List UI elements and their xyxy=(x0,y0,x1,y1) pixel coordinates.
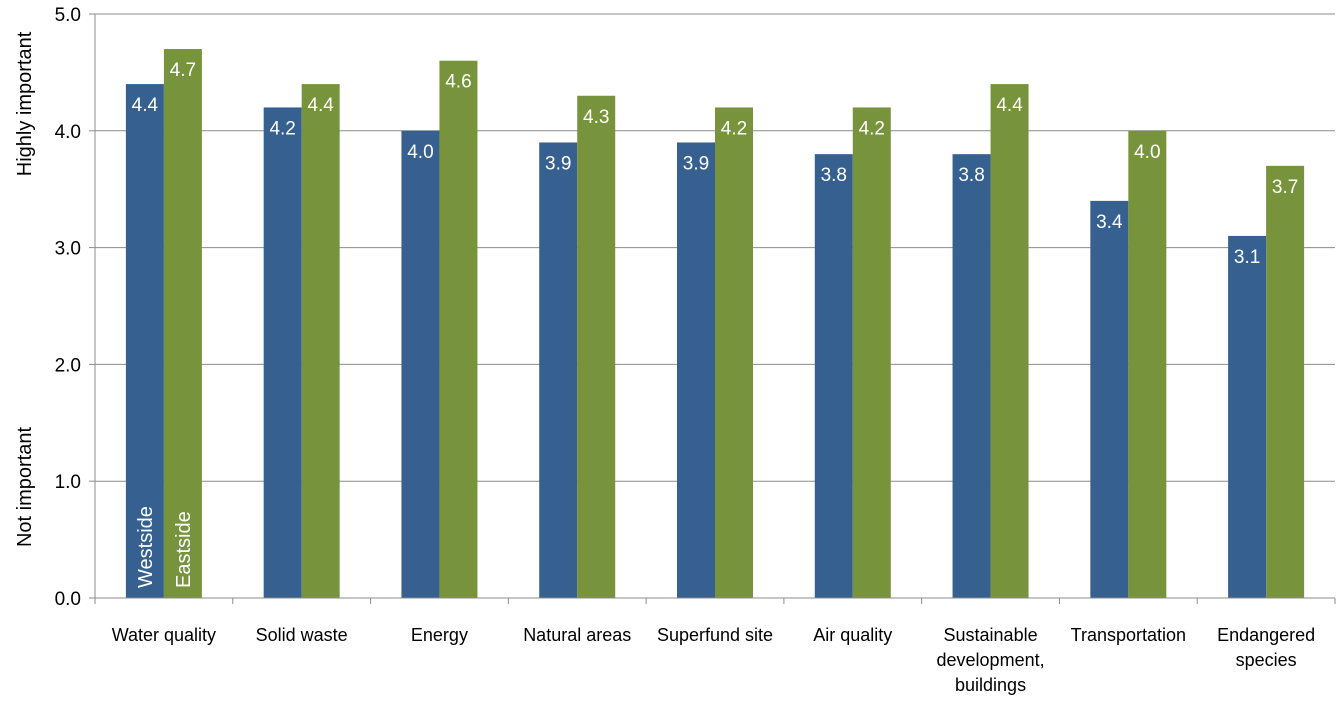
y-axis-label-high: Highly important xyxy=(14,31,36,176)
data-label: 4.0 xyxy=(407,142,433,163)
bar-eastside xyxy=(301,84,340,598)
category-label: Water quality xyxy=(112,625,216,645)
bar-eastside xyxy=(1128,130,1167,599)
bar-westside xyxy=(539,142,578,599)
category-label: Transportation xyxy=(1071,625,1186,645)
data-label: 4.2 xyxy=(269,118,295,139)
category-label: Solid waste xyxy=(256,625,348,645)
data-label: 3.1 xyxy=(1234,247,1260,268)
axes xyxy=(89,13,1336,604)
bar-eastside xyxy=(990,84,1029,598)
bar-eastside xyxy=(1266,165,1305,598)
category-label-line: Sustainable xyxy=(944,625,1038,645)
bar-eastside xyxy=(439,60,478,599)
y-tick-label: 0.0 xyxy=(55,589,81,610)
category-label-line: development, xyxy=(937,650,1045,670)
data-label: 3.7 xyxy=(1272,177,1298,198)
y-tick-label: 4.0 xyxy=(55,122,81,143)
y-tick-label: 5.0 xyxy=(55,5,81,26)
bars xyxy=(125,49,1305,599)
data-label: 4.7 xyxy=(170,60,196,81)
category-label-line: Endangered xyxy=(1217,625,1315,645)
y-axis-label-low: Not important xyxy=(14,427,36,547)
bar-westside xyxy=(1090,200,1129,598)
category-label-line: Water quality xyxy=(112,625,216,645)
data-label: 3.9 xyxy=(683,153,709,174)
data-label: 3.9 xyxy=(545,153,571,174)
series-label-eastside: Eastside xyxy=(173,511,195,588)
data-label: 3.4 xyxy=(1096,212,1123,233)
category-label-line: Transportation xyxy=(1071,625,1186,645)
labels: 0.0 1.0 2.0 3.0 4.0 5.0 4.4 4.2 4.0 3.9 3.9 3.8 3.8 3… xyxy=(55,5,1316,695)
data-label: 4.2 xyxy=(721,118,747,139)
category-label: Natural areas xyxy=(523,625,631,645)
bar-westside xyxy=(1228,235,1267,599)
category-label: Sustainable development, buildings xyxy=(937,625,1045,695)
bar-westside xyxy=(814,154,853,598)
data-label: 4.4 xyxy=(996,95,1023,116)
y-tick-label: 1.0 xyxy=(55,472,81,493)
data-label: 4.2 xyxy=(859,118,885,139)
bar-westside xyxy=(401,130,440,599)
bar-eastside xyxy=(715,107,753,598)
category-label-line: Air quality xyxy=(813,625,892,645)
data-label: 4.4 xyxy=(132,95,159,116)
category-label-line: Energy xyxy=(411,625,468,645)
data-label: 4.0 xyxy=(1134,142,1160,163)
bar-westside xyxy=(677,142,715,599)
data-label: 4.6 xyxy=(445,72,471,93)
category-label-line: buildings xyxy=(955,675,1026,695)
bar-westside xyxy=(125,84,164,598)
y-tick-label: 2.0 xyxy=(55,355,81,376)
y-tick-label: 3.0 xyxy=(55,239,81,260)
data-label: 3.8 xyxy=(821,165,847,186)
bar-westside xyxy=(263,107,302,598)
series-label-westside: Westside xyxy=(135,506,157,588)
category-label: Air quality xyxy=(813,625,892,645)
category-label-line: Natural areas xyxy=(523,625,631,645)
bar-eastside xyxy=(577,95,616,598)
category-label-line: Superfund site xyxy=(657,625,773,645)
data-label: 4.3 xyxy=(583,107,609,128)
category-label: Energy xyxy=(411,625,468,645)
data-label: 4.4 xyxy=(307,95,334,116)
bar-eastside xyxy=(163,49,202,599)
category-label: Superfund site xyxy=(657,625,773,645)
bar-eastside xyxy=(852,107,891,598)
category-label-line: species xyxy=(1236,650,1297,670)
category-label-line: Solid waste xyxy=(256,625,348,645)
category-label: Endangered species xyxy=(1217,625,1315,670)
data-label: 3.8 xyxy=(958,165,984,186)
bar-westside xyxy=(952,154,991,598)
